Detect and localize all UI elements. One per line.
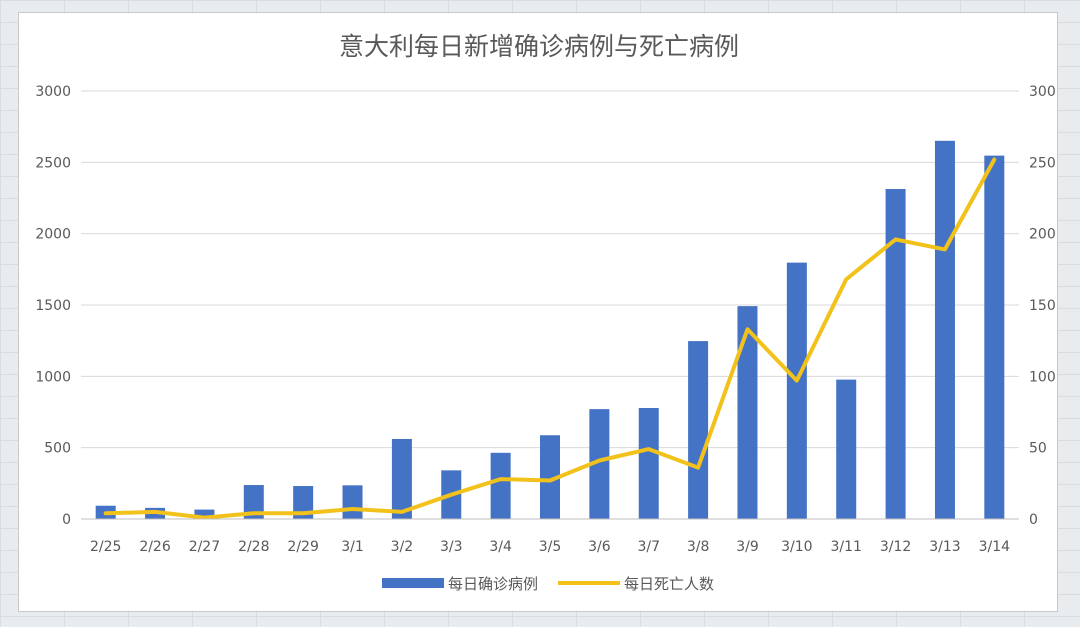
- y-right-tick-label: 150: [1029, 298, 1056, 314]
- x-tick-label: 2/29: [287, 539, 318, 555]
- x-tick-label: 3/3: [440, 539, 463, 555]
- bar-confirmed: [984, 155, 1005, 520]
- x-tick-label: 3/13: [929, 539, 960, 555]
- y-right-tick-label: 250: [1029, 155, 1056, 171]
- x-tick-label: 3/10: [781, 539, 812, 555]
- bar-confirmed: [688, 341, 709, 519]
- bar-confirmed: [490, 452, 511, 519]
- y-right-tick-label: 200: [1029, 227, 1056, 243]
- bar-confirmed: [293, 486, 314, 519]
- x-axis: 2/25 2/26 2/27 2/28 2/29 3/1 3/2 3/3 3/4 3/5 3/6 3/…: [81, 518, 1019, 555]
- x-tick-label: 3/2: [391, 539, 414, 555]
- bar-confirmed: [934, 140, 955, 520]
- x-tick-label: 2/28: [238, 539, 269, 555]
- y-left-tick-label: 2000: [35, 227, 71, 243]
- left-y-axis: 0 500 1000 1500 2000 2500 3000: [35, 84, 71, 528]
- x-tick-label: 3/1: [341, 539, 364, 555]
- x-tick-label: 3/11: [830, 539, 861, 555]
- y-right-tick-label: 0: [1029, 512, 1038, 528]
- y-right-tick-label: 300: [1029, 84, 1056, 100]
- y-left-tick-label: 1500: [35, 298, 71, 314]
- x-tick-label: 3/12: [880, 539, 911, 555]
- x-tick-label: 3/8: [687, 539, 710, 555]
- y-left-tick-label: 500: [44, 441, 71, 457]
- legend-swatch-confirmed: [382, 578, 444, 588]
- right-y-axis: 0 50 100 150 200 250 300: [1029, 84, 1056, 528]
- bar-confirmed: [243, 485, 264, 519]
- bar-confirmed: [836, 379, 857, 519]
- line-deaths: [103, 157, 997, 520]
- x-tick-label: 2/27: [189, 539, 220, 555]
- y-right-tick-label: 50: [1029, 441, 1047, 457]
- legend-label-deaths: 每日死亡人数: [624, 575, 714, 593]
- y-left-tick-label: 2500: [35, 155, 71, 171]
- bar-confirmed: [737, 306, 758, 519]
- y-right-tick-label: 100: [1029, 369, 1056, 385]
- legend: 每日确诊病例 每日死亡人数: [382, 575, 714, 593]
- bar-confirmed: [342, 485, 363, 519]
- x-tick-label: 3/6: [588, 539, 611, 555]
- bar-confirmed: [638, 408, 659, 519]
- x-tick-label: 3/5: [539, 539, 562, 555]
- watermark-fade: [822, 583, 1057, 611]
- bar-confirmed: [885, 189, 906, 519]
- y-left-tick-label: 1000: [35, 369, 71, 385]
- bar-confirmed: [589, 409, 610, 519]
- x-tick-label: 2/26: [139, 539, 171, 555]
- chart-title: 意大利每日新增确诊病例与死亡病例: [339, 32, 739, 61]
- legend-label-confirmed: 每日确诊病例: [448, 575, 538, 593]
- y-left-tick-label: 0: [62, 512, 71, 528]
- bar-confirmed: [540, 435, 560, 519]
- bar-series-confirmed: [95, 140, 1005, 520]
- line-series-deaths: [103, 157, 997, 520]
- x-tick-label: 2/25: [90, 539, 121, 555]
- y-left-tick-label: 3000: [35, 84, 71, 100]
- bar-confirmed: [194, 509, 215, 519]
- x-tick-label: 3/7: [637, 539, 660, 555]
- bar-confirmed: [786, 262, 807, 519]
- x-tick-label: 3/9: [736, 539, 759, 555]
- combo-chart: 意大利每日新增确诊病例与死亡病例 05001000150020002500300…: [35, 32, 1056, 593]
- bar-confirmed: [391, 438, 412, 519]
- x-tick-label: 3/14: [979, 539, 1011, 555]
- x-tick-label: 3/4: [489, 539, 512, 555]
- chart-area[interactable]: 意大利每日新增确诊病例与死亡病例 0 500 1000 1500 2000 2500 300…: [18, 12, 1058, 612]
